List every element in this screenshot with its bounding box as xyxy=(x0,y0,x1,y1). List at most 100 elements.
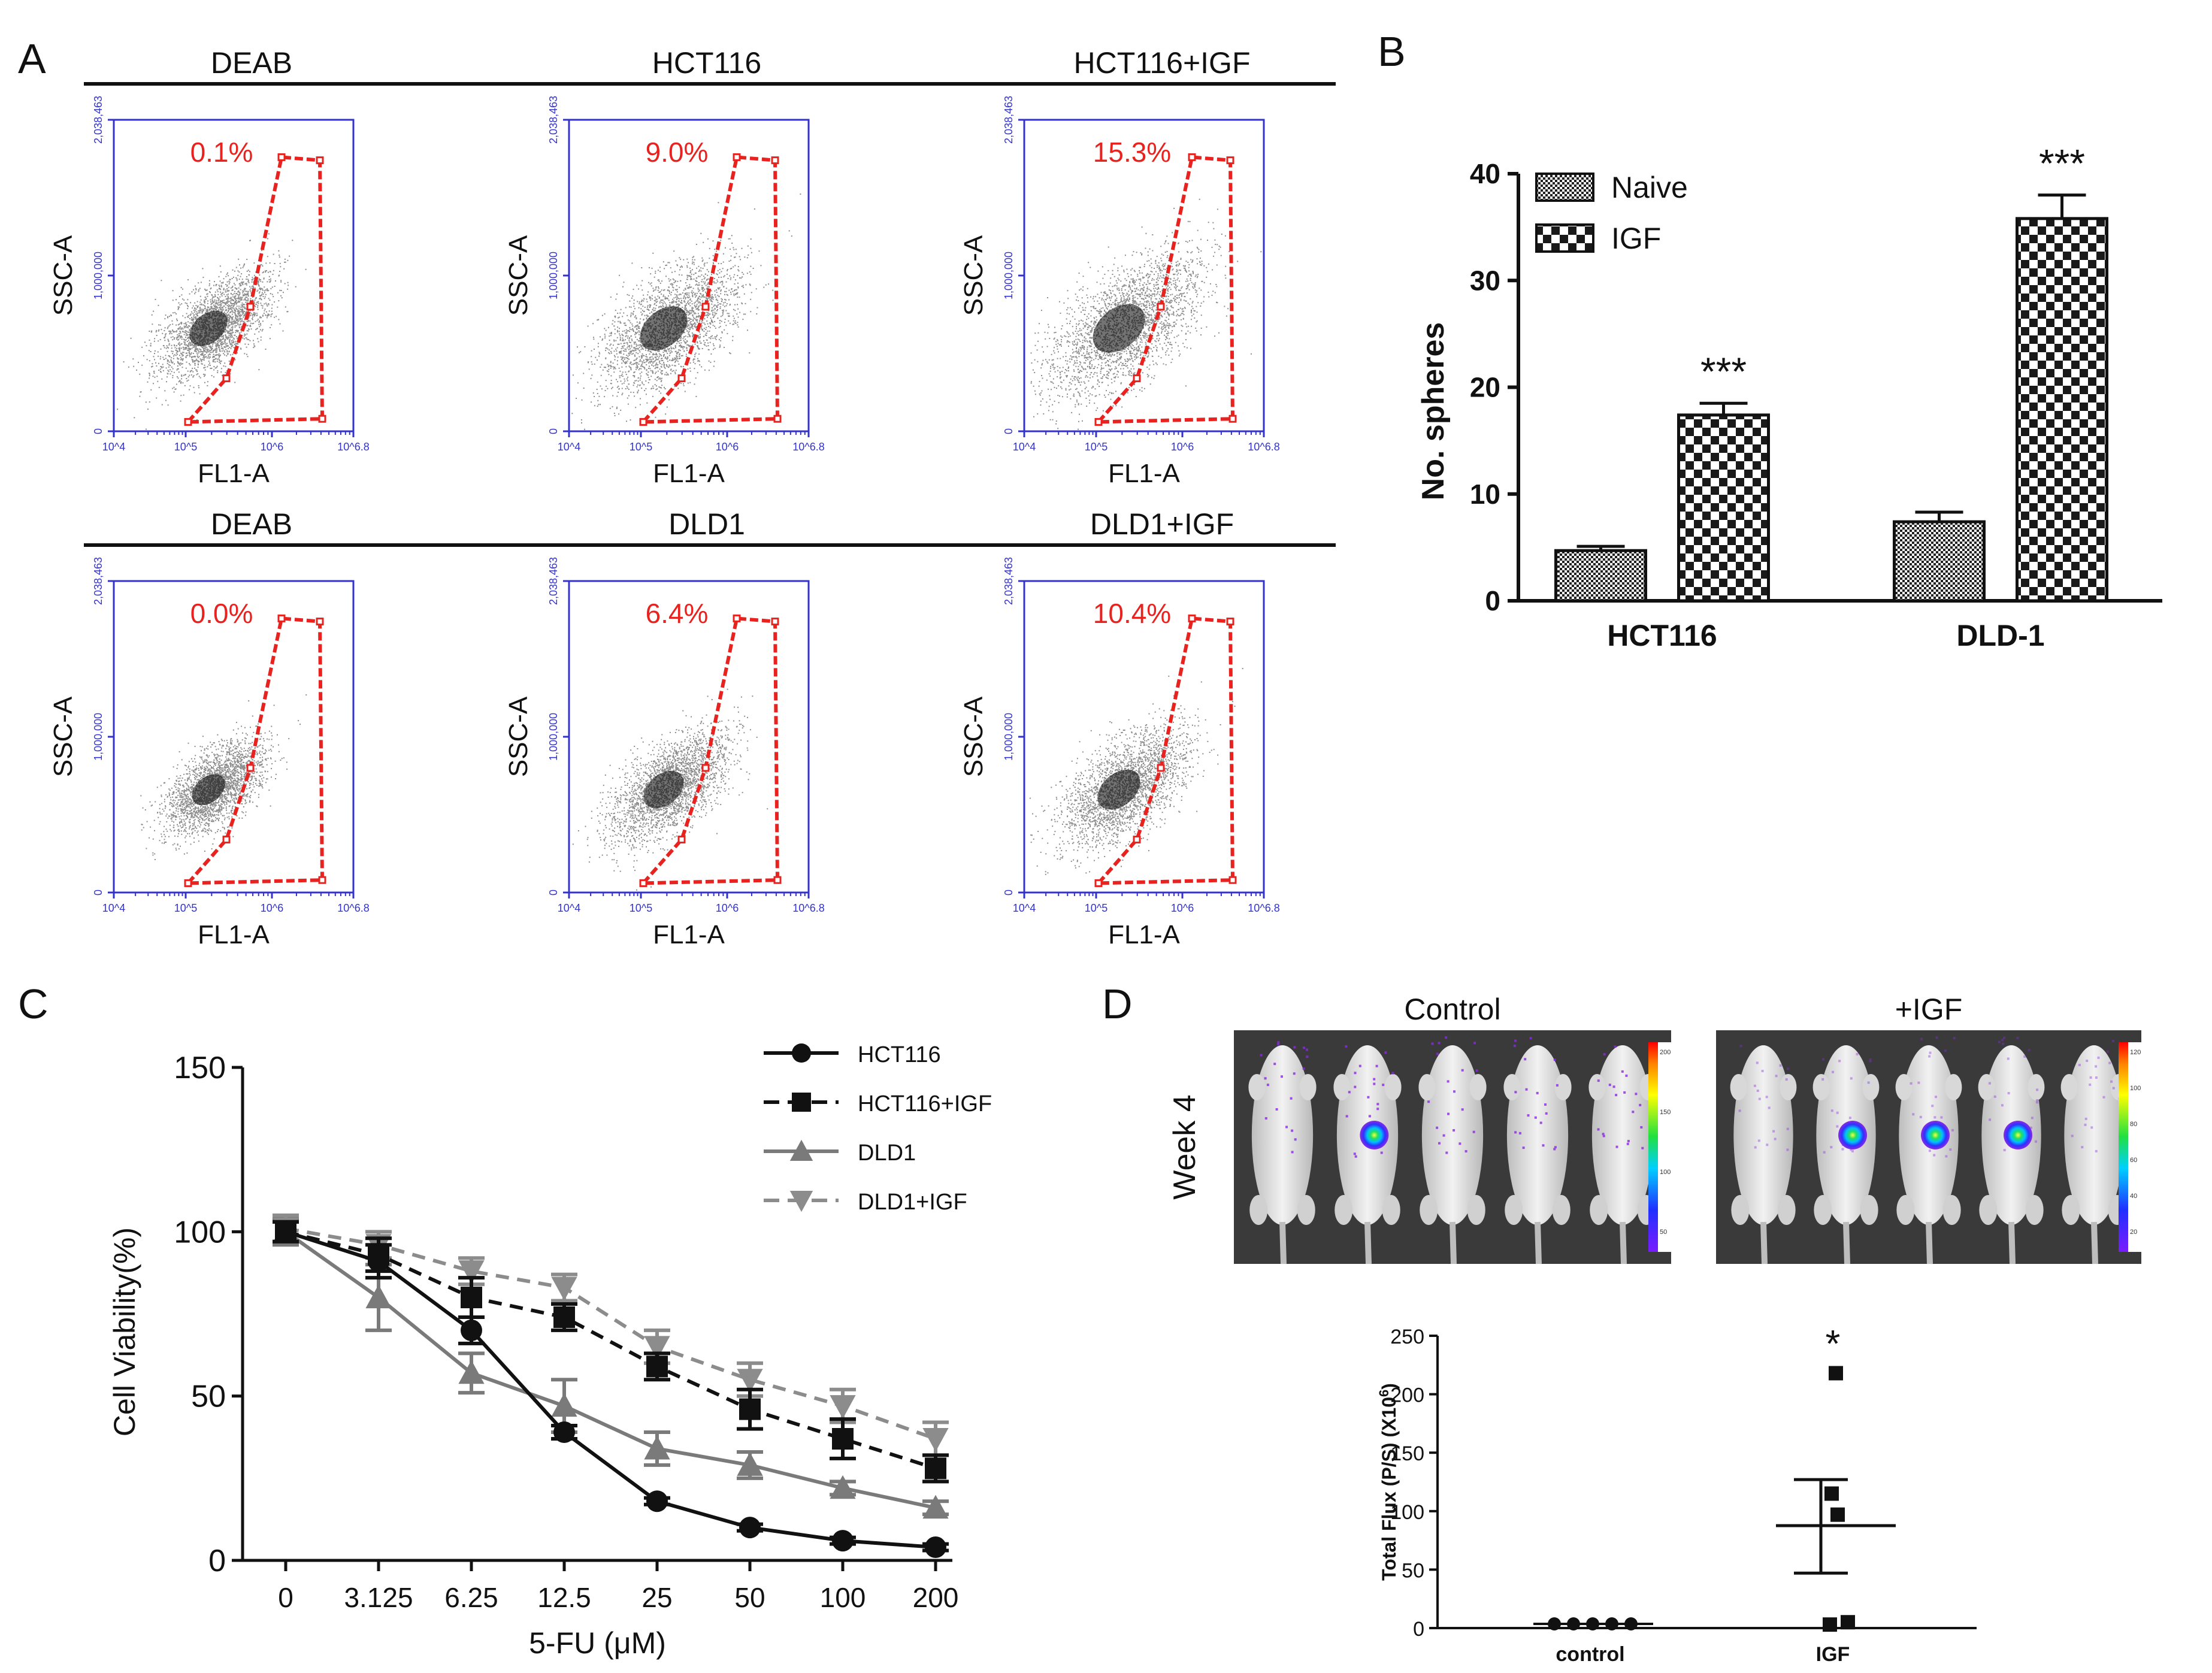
mouse-paw xyxy=(1505,1195,1523,1225)
legend-label: DLD1+IGF xyxy=(858,1190,967,1215)
gate-vertex xyxy=(1226,156,1234,165)
data-point xyxy=(922,1494,949,1519)
y-axis-label: SSC-A xyxy=(49,235,78,316)
y-tick-label: 50 xyxy=(1402,1559,1424,1582)
x-tick-label: 10^6 xyxy=(716,441,739,453)
mouse-body xyxy=(1591,1045,1654,1225)
x-tick-label: 10^6 xyxy=(1171,441,1194,453)
event-cloud xyxy=(117,233,307,430)
y-tick-label: 2,038,463 xyxy=(92,557,104,605)
mouse-paw xyxy=(2060,1074,2078,1100)
gate-vertex xyxy=(639,879,647,887)
y-tick-label: 20 xyxy=(1470,372,1500,403)
bar xyxy=(1554,549,1647,603)
mouse-body xyxy=(1421,1045,1484,1225)
x-tick-label: 50 xyxy=(734,1582,765,1613)
gate-vertex xyxy=(246,764,255,772)
y-tick-label: 1,000,000 xyxy=(547,713,559,761)
data-point xyxy=(789,1139,813,1161)
data-point xyxy=(832,1427,854,1450)
gate-vertex xyxy=(1228,415,1237,423)
x-tick-label: 10^4 xyxy=(102,902,125,914)
mouse-paw xyxy=(1503,1074,1521,1100)
x-tick-label: 0 xyxy=(278,1582,293,1613)
gate-vertex xyxy=(1094,418,1103,426)
x-tick-label: 200 xyxy=(913,1582,959,1613)
mouse-paw xyxy=(1896,1195,1915,1225)
mouse-paw xyxy=(1860,1195,1878,1225)
y-tick-label: 0 xyxy=(547,890,559,896)
y-axis-label: SSC-A xyxy=(504,235,533,316)
series-HCT116 xyxy=(273,1220,949,1559)
mouse-paw xyxy=(1469,1074,1487,1100)
gate-vertex xyxy=(773,876,782,884)
gate-vertex xyxy=(222,374,231,383)
panel-label-d: D xyxy=(1102,981,1133,1027)
colorbar xyxy=(2119,1042,2128,1252)
legend-swatch xyxy=(1535,173,1594,202)
event-core xyxy=(640,306,688,351)
legend-label: HCT116+IGF xyxy=(858,1091,992,1117)
x-axis-label: FL1-A xyxy=(1108,459,1180,488)
y-tick-label: 0 xyxy=(92,890,104,896)
event-cloud xyxy=(1030,198,1262,430)
data-point xyxy=(830,1395,856,1419)
event-cloud xyxy=(140,694,307,860)
data-point xyxy=(458,1360,485,1384)
data-point xyxy=(832,1530,854,1552)
x-axis-label: FL1-A xyxy=(653,920,725,949)
x-tick-label: 10^6.8 xyxy=(337,902,370,914)
x-tick-label: 10^4 xyxy=(558,902,580,914)
gate-percent: 6.4% xyxy=(646,598,709,629)
x-axis-label: FL1-A xyxy=(198,459,270,488)
mouse-paw xyxy=(1418,1074,1436,1100)
gate-vertex xyxy=(677,836,686,844)
data-point xyxy=(737,1452,763,1476)
colorbar-tick: 80 xyxy=(2130,1121,2137,1128)
colorbar-tick: 100 xyxy=(1660,1169,1671,1176)
colorbar-label-bg xyxy=(2128,1042,2141,1252)
data-point xyxy=(551,1276,577,1301)
legend-label: DLD1 xyxy=(858,1140,916,1166)
mouse xyxy=(1418,1036,1487,1264)
event-dots xyxy=(140,694,307,860)
gate-percent: 9.0% xyxy=(646,137,709,168)
gate-vertex xyxy=(733,614,741,622)
x-tick-label: 10^5 xyxy=(174,441,197,453)
gate-vertex xyxy=(701,302,710,311)
mouse-paw xyxy=(1814,1195,1832,1225)
gate-vertex xyxy=(246,302,255,311)
mouse-paw xyxy=(1382,1195,1400,1225)
data-point xyxy=(368,1250,389,1272)
y-tick-label: 2,038,463 xyxy=(1003,557,1015,605)
event-dots xyxy=(572,688,776,891)
gate-vertex xyxy=(677,374,686,383)
gate-vertex xyxy=(1133,836,1141,844)
x-tick-label: 10^5 xyxy=(630,902,652,914)
mouse-paw xyxy=(1297,1195,1315,1225)
y-tick-label: 2,038,463 xyxy=(547,96,559,144)
data-point xyxy=(646,1490,668,1512)
y-tick-label: 10 xyxy=(1470,479,1500,510)
mouse-tail xyxy=(1364,1221,1372,1264)
y-axis-label-superscript: 6 xyxy=(1376,1390,1391,1397)
x-tick-label: 100 xyxy=(820,1582,866,1613)
series-line xyxy=(285,1230,936,1471)
mouse-paw xyxy=(1945,1074,1962,1100)
x-tick-label: 10^6.8 xyxy=(337,441,370,453)
x-tick-label: 10^4 xyxy=(558,441,580,453)
data-point xyxy=(365,1284,392,1309)
gate-vertex xyxy=(773,415,782,423)
signal-speck xyxy=(1427,1036,1478,1154)
plot-title: HCT116 xyxy=(652,46,761,80)
mouse-paw xyxy=(1895,1074,1913,1100)
significance-mark: * xyxy=(1826,1322,1841,1365)
data-point xyxy=(1841,1615,1855,1630)
y-tick-label: 1,000,000 xyxy=(1003,713,1015,761)
tumor-signal xyxy=(1360,1121,1389,1149)
data-point xyxy=(646,1356,668,1378)
x-tick-label: 25 xyxy=(641,1582,672,1613)
colorbar-label-bg xyxy=(1658,1042,1671,1252)
gate-vertex xyxy=(701,764,710,772)
